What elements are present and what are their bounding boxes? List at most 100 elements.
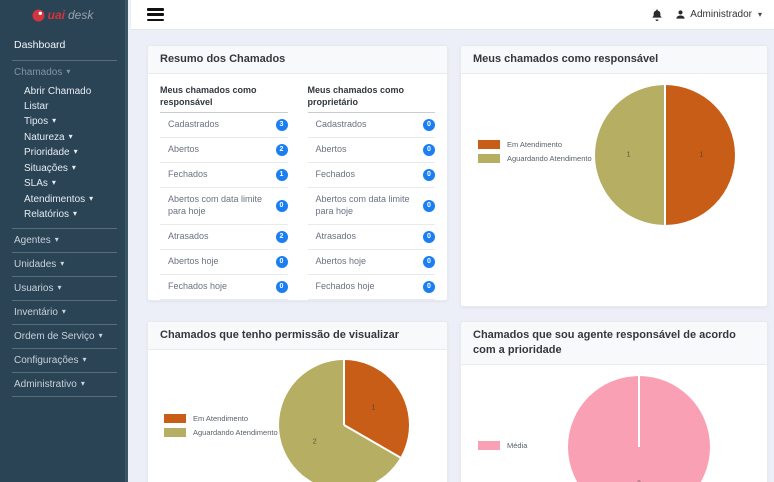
pie-value-label: 1 — [626, 151, 631, 159]
sidebar-item-prioridade[interactable]: Prioridade ▾ — [0, 145, 125, 161]
stat-label: Fechados — [168, 169, 208, 180]
legend-label: Em Atendimento — [507, 139, 563, 149]
legend-swatch — [478, 153, 500, 163]
chart-body: Média 2 — [461, 365, 767, 482]
stat-row: Abertos com data limite para hoje 0 — [160, 188, 288, 225]
sidebar-group-ordem-de-servico[interactable]: Ordem de Serviço ▾ — [0, 325, 125, 348]
divider — [12, 371, 117, 373]
legend-item[interactable]: Aguardando Atendimento — [164, 427, 278, 437]
sidebar-group-label: Agentes — [14, 234, 51, 246]
stat-label: Abertos com data limite para hoje — [168, 194, 263, 216]
legend-item[interactable]: Média — [478, 440, 527, 450]
sidebar-group-label: Administrativo — [14, 378, 77, 390]
user-menu[interactable]: Administrador ▾ — [675, 9, 762, 20]
pie-separator — [664, 154, 666, 225]
legend-label: Aguardando Atendimento — [193, 427, 278, 437]
chevron-down-icon: ▾ — [82, 354, 87, 364]
sidebar-item-listar[interactable]: Listar — [24, 100, 49, 112]
sidebar-group-inventario[interactable]: Inventário ▾ — [0, 301, 125, 324]
chevron-down-icon: ▾ — [73, 209, 78, 218]
chevron-down-icon: ▾ — [73, 147, 78, 156]
chart-card-responsavel: Meus chamados como responsável Em Atendi… — [460, 45, 768, 307]
sidebar-item-label: Relatórios — [24, 209, 70, 220]
sidebar-group-unidades[interactable]: Unidades ▾ — [0, 253, 125, 276]
user-icon — [676, 10, 685, 19]
sidebar-group-administrativo[interactable]: Administrativo ▾ — [0, 373, 125, 396]
card-title: Chamados que tenho permissão de visualiz… — [148, 322, 447, 350]
brand-logo[interactable]: uai desk — [0, 0, 125, 29]
sidebar-group-label: Inventário — [14, 306, 58, 318]
legend-label: Em Atendimento — [193, 413, 249, 423]
count-badge: 0 — [275, 280, 288, 293]
legend-item[interactable]: Em Atendimento — [164, 413, 278, 423]
card-title: Chamados que sou agente responsável de a… — [461, 322, 767, 365]
sidebar-group-label: Chamados — [14, 67, 63, 78]
divider — [12, 227, 117, 229]
legend-item[interactable]: Em Atendimento — [478, 139, 592, 149]
sidebar-item-situacoes[interactable]: Situações ▾ — [0, 161, 125, 177]
count-badge: 1 — [275, 169, 288, 182]
chart-card-permissao: Chamados que tenho permissão de visualiz… — [147, 321, 448, 482]
bell-icon[interactable] — [651, 8, 663, 21]
count-badge: 3 — [275, 119, 288, 132]
stat-row: Cadastrados 3 — [160, 113, 288, 139]
chart-legend: Em Atendimento Aguardando Atendimento — [164, 413, 278, 442]
stat-row: Fechados hoje 0 — [160, 275, 288, 300]
sidebar-group-label: Configurações — [14, 354, 79, 366]
stat-row: Atrasados 2 — [160, 225, 288, 250]
menu-icon[interactable] — [147, 8, 164, 21]
topbar: Administrador ▾ — [131, 0, 774, 30]
legend-item[interactable]: Aguardando Atendimento — [478, 153, 592, 163]
chart-legend: Média — [478, 440, 527, 455]
count-badge: 0 — [423, 169, 435, 182]
sidebar: uai desk Dashboard Chamados ▾ Abrir Chamad… — [0, 0, 128, 482]
divider — [12, 347, 117, 349]
sidebar-item-relatorios[interactable]: Relatórios ▾ — [0, 207, 125, 223]
stat-label: Fechados — [315, 169, 356, 180]
chevron-down-icon: ▾ — [51, 178, 56, 187]
sidebar-item-slas[interactable]: SLAs ▾ — [0, 176, 125, 192]
divider — [12, 395, 117, 397]
sidebar-item-label: Atendimentos — [24, 193, 86, 205]
sidebar-item-natureza[interactable]: Natureza ▾ — [0, 130, 125, 146]
chevron-down-icon: ▾ — [60, 258, 65, 268]
sidebar-group-label: Unidades — [14, 258, 57, 270]
sidebar-group-configuracoes[interactable]: Configurações ▾ — [0, 349, 125, 372]
sidebar-item-atendimentos[interactable]: Atendimentos ▾ — [0, 192, 125, 208]
sidebar-item-label: Natureza — [24, 131, 65, 143]
list-heading: Meus chamados como proprietário — [307, 84, 435, 114]
sidebar-item-tipos[interactable]: Tipos ▾ — [0, 114, 125, 130]
count-badge: 0 — [423, 199, 435, 212]
stat-label: Abertos hoje — [168, 255, 219, 266]
pie-chart-prioridade[interactable]: 2 — [568, 375, 710, 482]
sidebar-group-agentes[interactable]: Agentes ▾ — [0, 229, 125, 252]
sidebar-item-dashboard[interactable]: Dashboard — [14, 39, 66, 51]
legend-label: Aguardando Atendimento — [507, 153, 592, 163]
chevron-down-icon: ▾ — [52, 116, 57, 125]
pie-separator — [343, 423, 401, 459]
proprietario-list: Meus chamados como proprietário Cadastra… — [307, 84, 435, 300]
count-badge: 2 — [275, 230, 288, 243]
stat-row: Abertos 2 — [160, 138, 288, 164]
chevron-down-icon: ▾ — [68, 131, 73, 141]
stat-row: Abertos com data limite para hoje 0 — [307, 188, 435, 225]
legend-swatch — [478, 440, 500, 450]
resumo-body: Meus chamados como responsável Cadastrad… — [148, 74, 447, 300]
legend-swatch — [164, 427, 186, 437]
count-badge: 0 — [423, 119, 435, 132]
count-badge: 0 — [275, 255, 288, 268]
sidebar-item-abrir-chamado[interactable]: Abrir Chamado — [24, 86, 92, 97]
stat-row: Cadastrados 0 — [307, 113, 435, 139]
stat-row: Abertos hoje 0 — [307, 250, 435, 275]
divider — [12, 60, 117, 61]
divider — [12, 251, 117, 253]
sidebar-group-chamados[interactable]: Chamados ▾ — [0, 61, 125, 84]
chart-card-prioridade: Chamados que sou agente responsável de a… — [460, 321, 768, 482]
stat-label: Abertos — [315, 144, 347, 155]
resumo-card: Resumo dos Chamados Meus chamados como r… — [147, 45, 448, 301]
chevron-down-icon: ▾ — [57, 282, 62, 292]
pie-value-label: 1 — [699, 151, 704, 159]
sidebar-group-usuarios[interactable]: Usuarios ▾ — [0, 277, 125, 300]
